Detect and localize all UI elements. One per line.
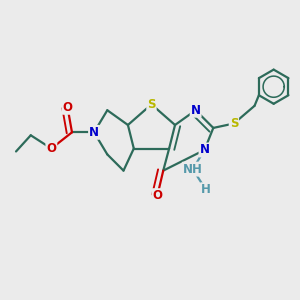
Text: NH: NH <box>183 163 202 176</box>
Text: S: S <box>230 117 238 130</box>
Text: H: H <box>201 183 211 196</box>
Text: N: N <box>190 104 201 117</box>
Text: S: S <box>147 98 156 111</box>
Text: N: N <box>89 126 99 139</box>
Text: O: O <box>63 101 73 114</box>
Text: O: O <box>152 189 162 202</box>
Text: O: O <box>46 142 56 155</box>
Text: N: N <box>200 143 209 157</box>
